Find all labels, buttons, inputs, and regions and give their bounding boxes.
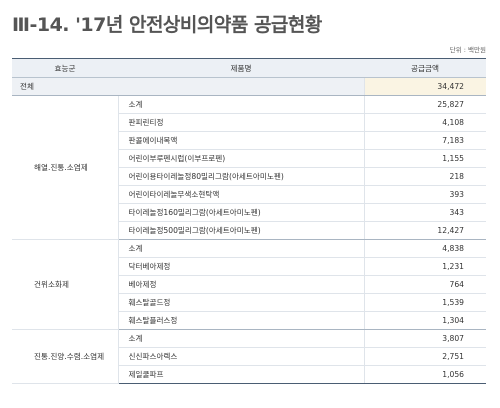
product-name: 어린이용타이레놀정80밀리그람(아세트아미노펜) [117,167,364,186]
table-row: 타이레놀정160밀리그람(아세트아미노펜) 343 [12,203,486,222]
product-name: 소계 [117,239,364,258]
header-product: 제품명 [118,58,364,78]
unit-note: 단위 : 백만원 [449,46,486,54]
supply-table: 효능군 제품명 공급금액 전체 34,472 해열.진통.소염제 소계 25,8… [12,58,486,384]
table-row: 건위소화제 소계 4,838 [12,239,486,330]
group-name: 해열.진통.소염제 [12,95,118,240]
table-row: 닥터베아제정 1,231 [12,257,486,276]
supply-amount: 4,838 [363,239,486,258]
table-row: 훼스탈골드정 1,539 [12,293,486,312]
product-name: 닥터베아제정 [117,257,364,276]
product-name: 베아제정 [117,275,364,294]
product-name: 타이레놀정500밀리그람(아세트아미노펜) [117,221,364,240]
table-row: 신신파스아렉스 2,751 [12,347,486,366]
supply-amount: 2,751 [363,347,486,366]
supply-amount: 1,056 [363,365,486,384]
total-value: 34,472 [363,77,486,96]
table-row: 어린이부루펜시럽(이부프로펜) 1,155 [12,149,486,168]
supply-amount: 7,183 [363,131,486,150]
table-row: 훼스탈플러스정 1,304 [12,311,486,330]
total-row: 전체 34,472 [12,77,486,96]
page-title: Ⅲ-14. '17년 안전상비의약품 공급현황 [12,14,322,36]
supply-amount: 25,827 [363,95,486,114]
supply-amount: 393 [363,185,486,204]
product-name: 타이레놀정160밀리그람(아세트아미노펜) [117,203,364,222]
product-name: 훼스탈플러스정 [117,311,364,330]
table-row: 베아제정 764 [12,275,486,294]
header-row: 효능군 제품명 공급금액 [12,58,486,78]
supply-amount: 4,108 [363,113,486,132]
header-efficacy: 효능군 [12,58,118,78]
product-name: 소계 [117,329,364,348]
supply-amount: 1,155 [363,149,486,168]
product-name: 제일쿨파프 [117,365,364,384]
product-name: 소계 [117,95,364,114]
product-name: 어린이타이레놀무색소현탁액 [117,185,364,204]
supply-amount: 1,304 [363,311,486,330]
supply-amount: 1,539 [363,293,486,312]
table-row: 판콜에이내복액 7,183 [12,131,486,150]
table-row: 어린이용타이레놀정80밀리그람(아세트아미노펜) 218 [12,167,486,186]
header-amount: 공급금액 [364,58,486,78]
total-label: 전체 [12,77,364,96]
table-row: 어린이타이레놀무색소현탁액 393 [12,185,486,204]
table-row: 제일쿨파프 1,056 [12,365,486,384]
supply-amount: 343 [363,203,486,222]
product-name: 신신파스아렉스 [117,347,364,366]
group-name: 건위소화제 [12,239,118,330]
product-name: 판콜에이내복액 [117,131,364,150]
table-row: 진통.진양.수렴.소염제 소계 3,807 [12,329,486,384]
supply-amount: 1,231 [363,257,486,276]
table-row: 해열.진통.소염제 소계 25,827 [12,95,486,240]
product-name: 어린이부루펜시럽(이부프로펜) [117,149,364,168]
table-row: 타이레놀정500밀리그람(아세트아미노펜) 12,427 [12,221,486,240]
table-row: 판피린티정 4,108 [12,113,486,132]
product-name: 판피린티정 [117,113,364,132]
supply-amount: 218 [363,167,486,186]
product-name: 훼스탈골드정 [117,293,364,312]
supply-amount: 764 [363,275,486,294]
supply-amount: 3,807 [363,329,486,348]
supply-amount: 12,427 [363,221,486,240]
group-name: 진통.진양.수렴.소염제 [12,329,118,384]
